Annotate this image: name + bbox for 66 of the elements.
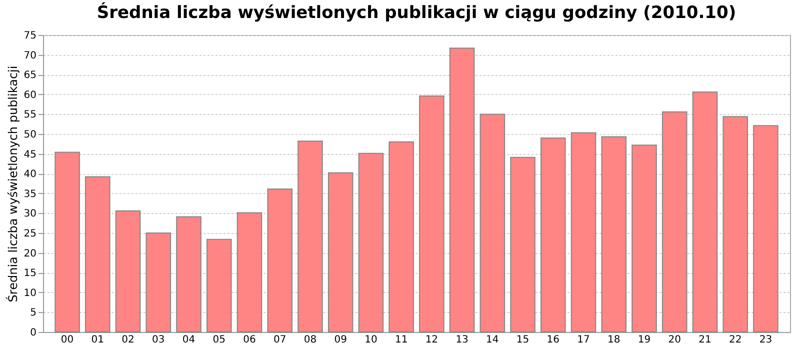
bar bbox=[722, 116, 748, 332]
x-tick-label: 18 bbox=[608, 334, 620, 346]
bar bbox=[388, 141, 414, 332]
bar bbox=[449, 48, 475, 332]
y-tick-label: 30 bbox=[24, 208, 36, 220]
bar bbox=[298, 140, 323, 332]
bar bbox=[540, 137, 566, 332]
y-tick-label: 35 bbox=[24, 188, 36, 200]
bar bbox=[146, 232, 172, 332]
x-tick-label: 23 bbox=[759, 334, 772, 346]
x-tick-label: 17 bbox=[577, 334, 590, 346]
x-tick-label: 00 bbox=[60, 334, 74, 346]
bar bbox=[601, 136, 627, 332]
y-tick-label: 70 bbox=[24, 50, 36, 62]
x-tick-label: 06 bbox=[243, 334, 256, 346]
x-tick-label: 11 bbox=[394, 334, 408, 346]
bar bbox=[54, 152, 80, 332]
bar bbox=[328, 172, 354, 332]
x-tick-label: 05 bbox=[212, 334, 226, 346]
y-tick-label: 45 bbox=[24, 149, 36, 160]
y-tick-label: 15 bbox=[24, 268, 36, 280]
bar bbox=[692, 92, 718, 332]
y-tick-label: 50 bbox=[24, 130, 36, 140]
x-tick-label: 16 bbox=[546, 334, 560, 346]
bar bbox=[176, 216, 202, 332]
bar bbox=[85, 176, 110, 332]
chart-title: Średnia liczba wyświetlonych publikacji w ciągu godziny (2010.10) bbox=[96, 2, 736, 23]
y-tick-label: 75 bbox=[24, 30, 36, 42]
y-tick-label: 65 bbox=[24, 70, 36, 82]
x-tick-label: 20 bbox=[668, 334, 681, 346]
x-tick-label: 03 bbox=[152, 334, 165, 346]
bar bbox=[115, 210, 141, 332]
x-tick-label: 14 bbox=[486, 334, 499, 346]
bar bbox=[753, 125, 778, 332]
y-tick-label: 40 bbox=[24, 169, 36, 180]
bar bbox=[662, 111, 688, 332]
x-tick-label: 22 bbox=[728, 334, 742, 346]
x-tick-label: 21 bbox=[698, 334, 712, 346]
y-tick-label: 5 bbox=[30, 308, 36, 319]
x-tick-label: 02 bbox=[122, 334, 134, 346]
x-tick-label: 04 bbox=[182, 334, 196, 346]
bar bbox=[267, 188, 292, 332]
y-tick-label: 10 bbox=[24, 288, 36, 299]
y-tick-label: 60 bbox=[24, 90, 36, 101]
x-tick-label: 08 bbox=[304, 334, 317, 346]
y-axis-title: Średnia liczba wyświetlonych publikacji bbox=[4, 66, 20, 302]
x-tick-label: 07 bbox=[273, 334, 286, 346]
x-tick-label: 19 bbox=[638, 334, 651, 346]
bar bbox=[358, 152, 384, 332]
bar bbox=[510, 156, 536, 332]
x-tick-label: 10 bbox=[364, 334, 378, 346]
y-tick-label: 55 bbox=[24, 110, 36, 121]
bar bbox=[236, 212, 262, 332]
x-tick-label: 12 bbox=[425, 334, 438, 346]
y-tick-label: 0 bbox=[30, 328, 36, 338]
y-tick-label: 20 bbox=[24, 248, 36, 260]
x-tick-label: 09 bbox=[334, 334, 347, 346]
x-tick-label: 01 bbox=[91, 334, 104, 346]
bar bbox=[632, 144, 657, 332]
y-tick-label: 25 bbox=[24, 228, 36, 240]
bar bbox=[480, 114, 506, 332]
bar bbox=[206, 238, 232, 332]
x-tick-label: 13 bbox=[456, 334, 468, 346]
bar bbox=[419, 95, 444, 332]
bar bbox=[570, 132, 596, 332]
x-tick-label: 15 bbox=[516, 334, 530, 346]
